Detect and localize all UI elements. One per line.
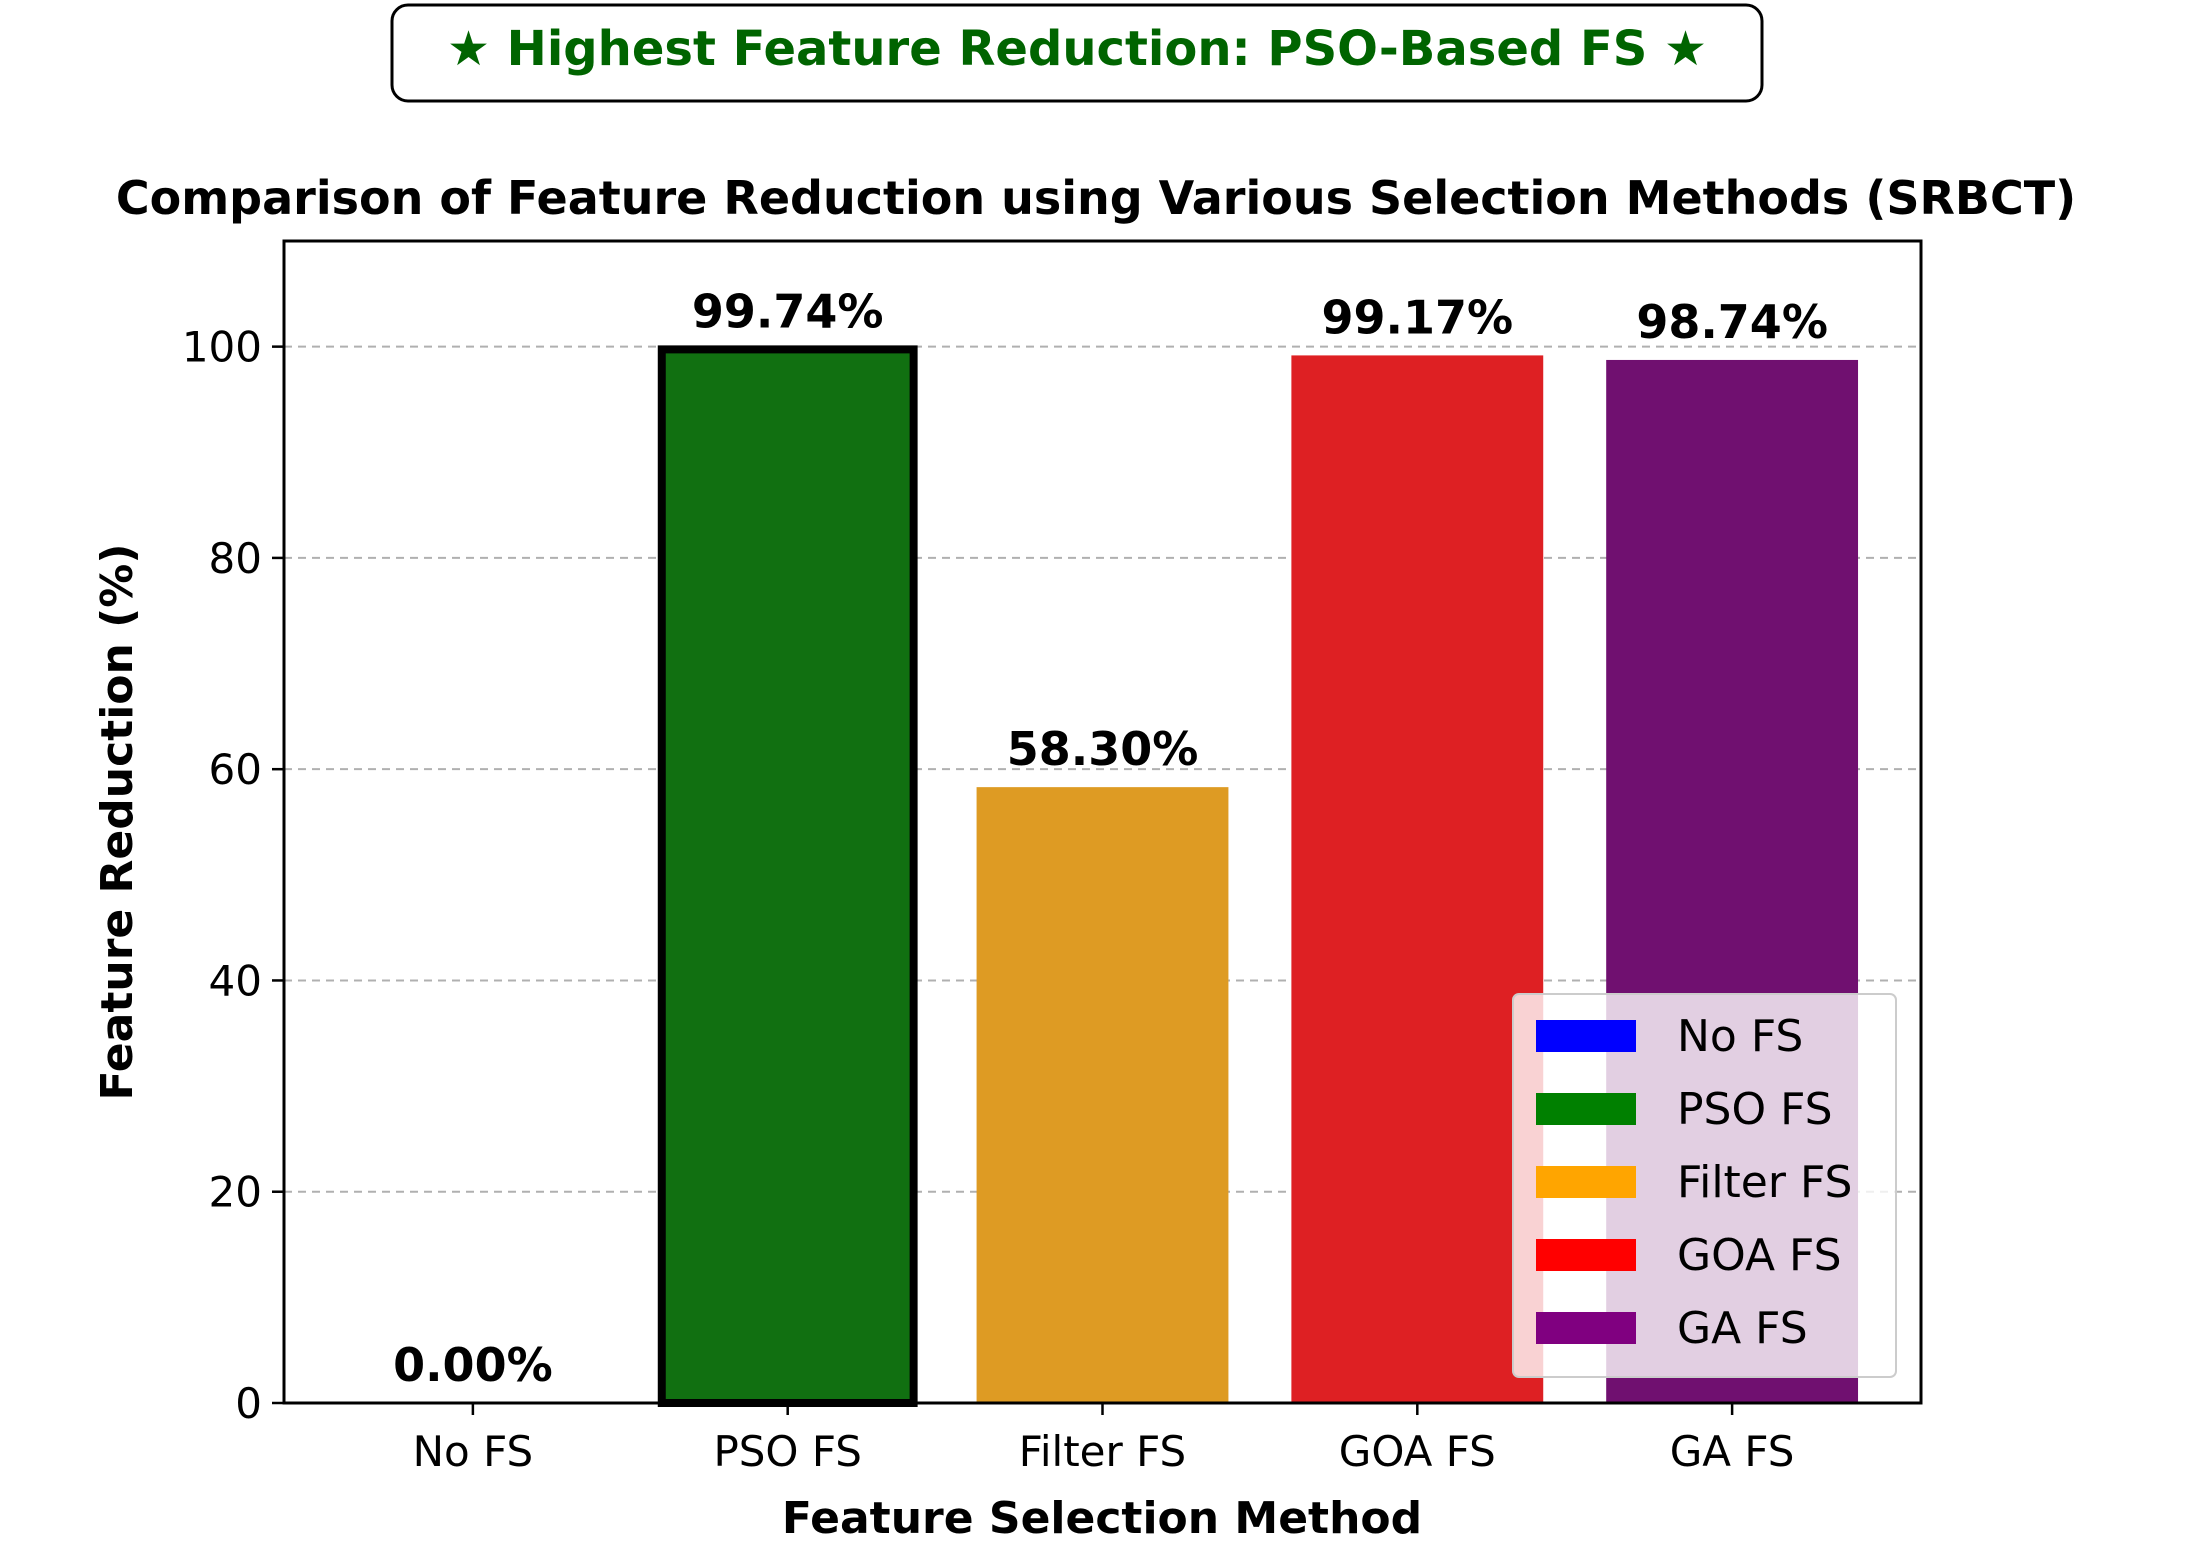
legend-label: PSO FS [1677,1084,1833,1135]
y-axis-ticks: 0 20 40 60 80 100 [182,323,284,1428]
bar-filter-fs [976,787,1229,1403]
x-tick-label: GA FS [1670,1427,1795,1476]
legend-label: Filter FS [1677,1157,1852,1208]
legend-swatch [1536,1166,1636,1198]
value-labels: 0.00% 99.74% 58.30% 99.17% 98.74% [393,284,1828,1392]
x-axis-label: Feature Selection Method [782,1493,1422,1544]
legend: No FS PSO FS Filter FS GOA FS GA FS [1512,993,1897,1378]
bar-goa-fs [1291,355,1544,1403]
legend-swatch [1536,1239,1636,1271]
legend-label: GA FS [1677,1303,1808,1354]
y-tick-label: 20 [209,1168,262,1217]
chart-title: Comparison of Feature Reduction using Va… [116,171,2076,225]
legend-label: No FS [1677,1011,1803,1062]
x-tick-label: PSO FS [713,1427,861,1476]
bar-value-label: 98.74% [1636,295,1828,349]
y-tick-label: 40 [209,956,262,1005]
banner-text: ★ Highest Feature Reduction: PSO-Based F… [447,21,1707,77]
legend-box [1512,993,1897,1378]
bar-value-label: 99.74% [692,284,884,338]
x-tick-label: GOA FS [1339,1427,1496,1476]
x-tick-label: Filter FS [1019,1427,1186,1476]
y-tick-label: 80 [209,534,262,583]
x-axis-ticks: No FS PSO FS Filter FS GOA FS GA FS [413,1403,1795,1476]
x-tick-label: No FS [413,1427,534,1476]
legend-swatch [1536,1093,1636,1125]
bar-value-label: 58.30% [1007,722,1199,776]
legend-swatch [1536,1020,1636,1052]
bar-pso-fs [657,345,918,1407]
highlight-banner: ★ Highest Feature Reduction: PSO-Based F… [390,3,1764,103]
bar-value-label: 0.00% [393,1338,553,1392]
legend-label: GOA FS [1677,1230,1842,1281]
y-tick-label: 0 [235,1379,262,1428]
y-axis-label: Feature Reduction (%) [92,544,143,1101]
y-tick-label: 100 [182,323,262,372]
legend-swatch [1536,1312,1636,1344]
bar-value-label: 99.17% [1322,290,1514,344]
y-tick-label: 60 [209,745,262,794]
